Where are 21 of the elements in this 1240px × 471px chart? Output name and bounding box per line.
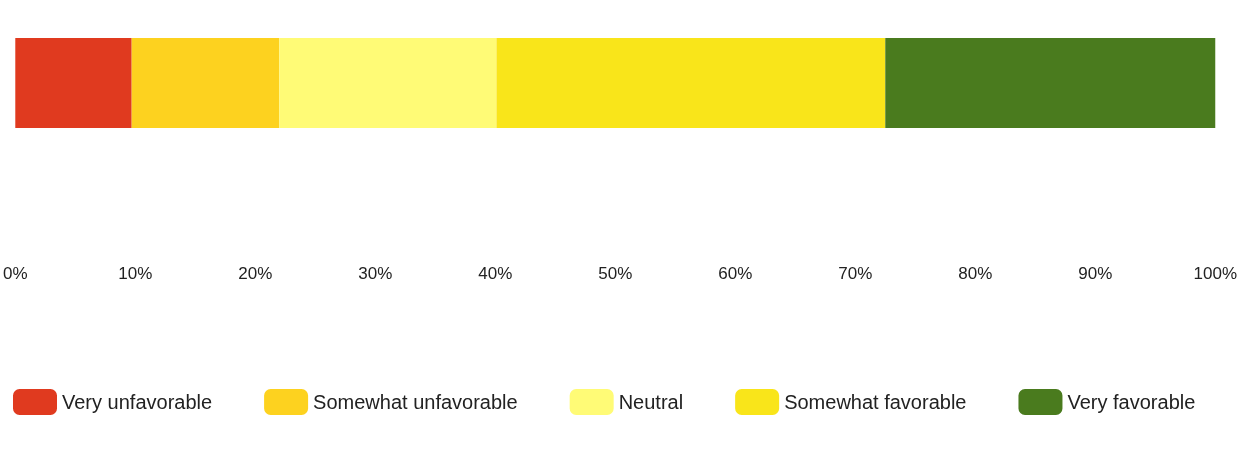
x-tick-label: 40% [478, 264, 513, 283]
bar [15, 38, 132, 128]
bar [496, 38, 886, 128]
legend-label: Somewhat unfavorable [313, 391, 518, 413]
x-tick-label: 90% [1078, 264, 1113, 283]
x-tick-label: 30% [358, 264, 393, 283]
x-tick-label: 100% [1193, 264, 1237, 283]
legend-label: Very unfavorable [62, 391, 213, 413]
x-tick-label: 50% [598, 264, 633, 283]
x-tick-label: 80% [958, 264, 993, 283]
bar [885, 38, 1216, 128]
bar [131, 38, 280, 128]
x-tick-label: 70% [838, 264, 873, 283]
legend-label: Very favorable [1067, 391, 1196, 413]
x-tick-label: 0% [3, 264, 28, 283]
x-tick-label: 10% [118, 264, 153, 283]
x-tick-label: 60% [718, 264, 753, 283]
x-tick-label: 20% [238, 264, 273, 283]
legend-label: Somewhat favorable [784, 391, 967, 413]
bar [279, 38, 497, 128]
legend-label: Neutral [618, 391, 684, 413]
